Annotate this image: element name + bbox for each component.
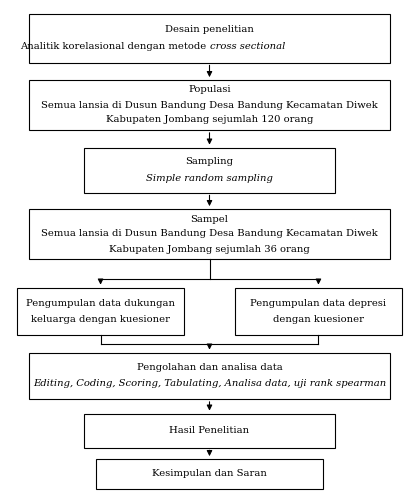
Bar bbox=[17, 288, 184, 335]
Bar bbox=[84, 414, 335, 448]
Text: Pengolahan dan analisa data: Pengolahan dan analisa data bbox=[137, 363, 282, 372]
Text: cross sectional: cross sectional bbox=[210, 42, 285, 50]
Text: Desain penelitian: Desain penelitian bbox=[165, 25, 254, 34]
Bar bbox=[235, 288, 402, 335]
Bar bbox=[29, 352, 390, 399]
Text: Kabupaten Jombang sejumlah 36 orang: Kabupaten Jombang sejumlah 36 orang bbox=[109, 244, 310, 254]
Text: Populasi: Populasi bbox=[188, 86, 231, 94]
Text: Kesimpulan dan Saran: Kesimpulan dan Saran bbox=[152, 470, 267, 478]
Bar bbox=[96, 459, 323, 489]
Text: Hasil Penelitian: Hasil Penelitian bbox=[169, 426, 250, 435]
Text: dengan kuesioner: dengan kuesioner bbox=[273, 315, 364, 324]
Text: Analitik korelasional dengan metode: Analitik korelasional dengan metode bbox=[20, 42, 210, 50]
Text: Simple random sampling: Simple random sampling bbox=[146, 174, 273, 182]
Text: Sampling: Sampling bbox=[186, 157, 233, 166]
Text: Sampel: Sampel bbox=[191, 214, 228, 224]
Bar bbox=[29, 14, 390, 62]
Text: Semua lansia di Dusun Bandung Desa Bandung Kecamatan Diwek: Semua lansia di Dusun Bandung Desa Bandu… bbox=[41, 100, 378, 110]
Text: Semua lansia di Dusun Bandung Desa Bandung Kecamatan Diwek: Semua lansia di Dusun Bandung Desa Bandu… bbox=[41, 230, 378, 238]
Text: Kabupaten Jombang sejumlah 120 orang: Kabupaten Jombang sejumlah 120 orang bbox=[106, 116, 313, 124]
Text: keluarga dengan kuesioner: keluarga dengan kuesioner bbox=[31, 315, 170, 324]
Bar bbox=[84, 148, 335, 192]
Bar bbox=[29, 209, 390, 259]
Text: Pengumpulan data depresi: Pengumpulan data depresi bbox=[251, 298, 386, 308]
Text: Editing, Coding, Scoring, Tabulating, Analisa data, uji rank spearman: Editing, Coding, Scoring, Tabulating, An… bbox=[33, 380, 386, 388]
Bar bbox=[29, 80, 390, 130]
Text: Pengumpulan data dukungan: Pengumpulan data dukungan bbox=[26, 298, 175, 308]
